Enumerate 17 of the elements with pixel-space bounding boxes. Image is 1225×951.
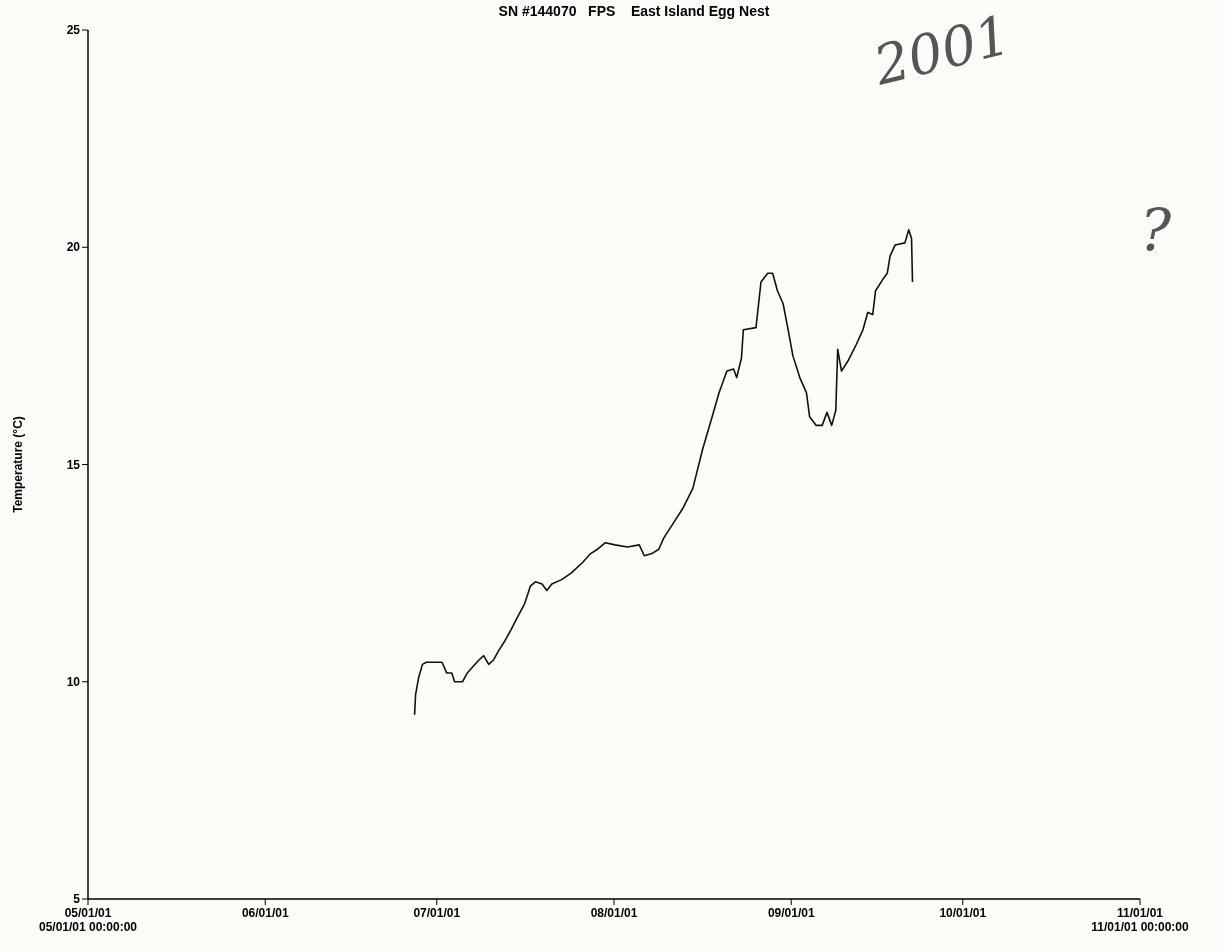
x-tick-label: 07/01/01	[413, 906, 461, 920]
chart-title: SN #144070 FPS East Island Egg Nest	[498, 3, 770, 19]
y-tick-label: 20	[66, 240, 81, 255]
x-tick-label: 08/01/01	[590, 906, 638, 920]
x-tick-label: 11/01/01 11/01/01 00:00:00	[1091, 906, 1190, 934]
x-tick-label: 09/01/01	[767, 906, 815, 920]
y-tick-label: 15	[66, 457, 81, 472]
y-axis-title: Temperature (°C)	[11, 416, 25, 513]
y-tick-label: 25	[66, 23, 81, 38]
line-series	[413, 229, 914, 716]
x-tick-label: 05/01/01 05/01/01 00:00:00	[38, 906, 138, 934]
text: ?	[1140, 196, 1172, 264]
annotation: 2001	[866, 3, 1017, 98]
x-tick-label: 10/01/01	[939, 906, 987, 920]
y-tick-label: 5	[73, 892, 81, 907]
x-tick-label: 06/01/01	[241, 906, 289, 920]
y-tick-label: 10	[66, 674, 81, 689]
